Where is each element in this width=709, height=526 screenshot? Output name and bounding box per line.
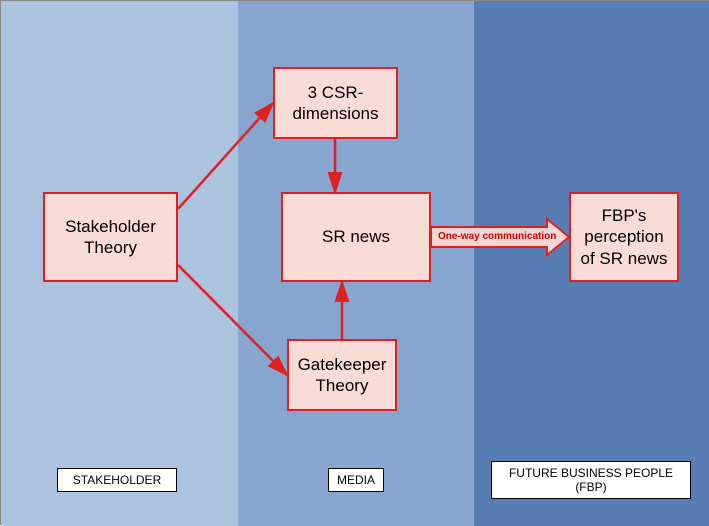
column-label-stakeholder: STAKEHOLDER — [57, 468, 177, 492]
node-stakeholder-theory: Stakeholder Theory — [43, 192, 178, 282]
diagram-canvas: One-way communication STAKEHOLDER MEDIA FU… — [0, 0, 709, 525]
column-label-media: MEDIA — [328, 468, 384, 492]
edge-label-one-way: One-way communication — [438, 231, 556, 242]
node-gatekeeper-theory: Gatekeeper Theory — [287, 339, 397, 411]
node-fbp-perception: FBP's perception of SR news — [569, 192, 679, 282]
node-csr-dimensions: 3 CSR- dimensions — [273, 67, 398, 139]
column-label-fbp: FUTURE BUSINESS PEOPLE (FBP) — [491, 461, 691, 499]
node-sr-news: SR news — [281, 192, 431, 282]
